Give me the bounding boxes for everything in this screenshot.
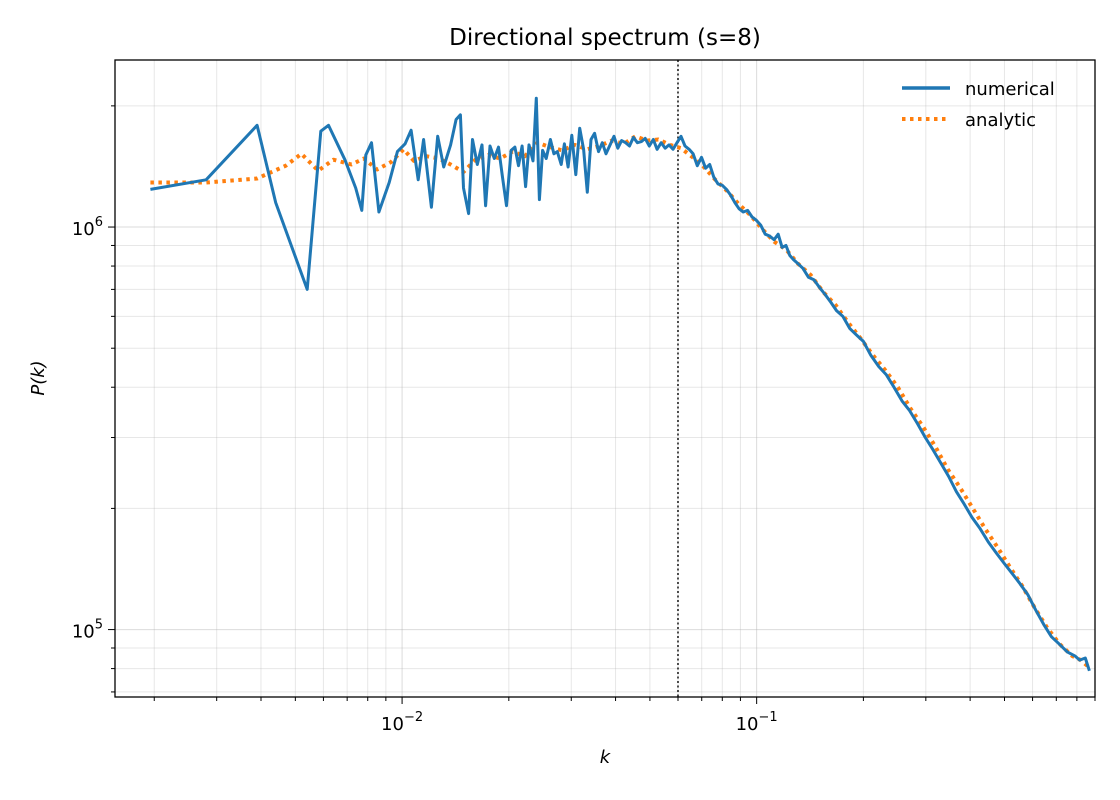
plot-frame: [114, 59, 1096, 698]
y-tick-label: 106: [72, 215, 103, 240]
y-axis-label: P(k): [28, 360, 49, 395]
series-line-numerical: [150, 96, 1091, 672]
x-tick-label: 10−2: [381, 710, 423, 735]
chart-title: Directional spectrum (s=8): [449, 25, 761, 51]
x-tick-label: 10−1: [736, 710, 778, 735]
grid: [115, 60, 1096, 697]
legend-label-analytic: analytic: [965, 110, 1036, 131]
legend-label-numerical: numerical: [965, 79, 1055, 100]
series-line-analytic: [150, 134, 1090, 668]
ticks: 10−2 10−1 105 106: [72, 105, 1096, 735]
legend: numerical analytic: [902, 79, 1055, 131]
x-axis-label: k: [600, 747, 612, 768]
series-layer: [150, 96, 1091, 672]
y-tick-label: 105: [72, 618, 103, 643]
